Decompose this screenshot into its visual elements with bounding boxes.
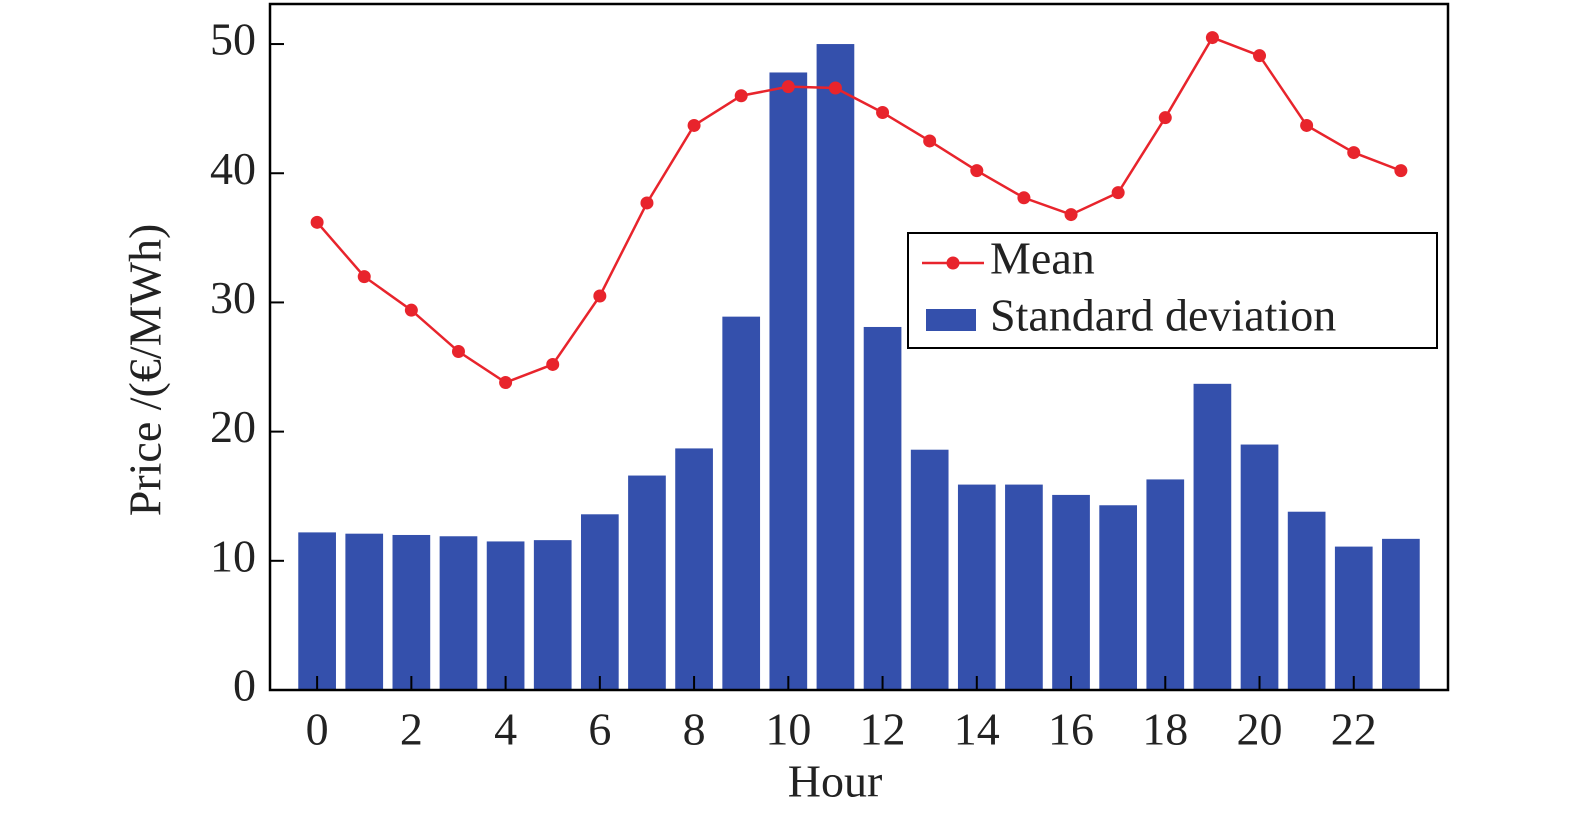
bar <box>580 514 619 690</box>
point <box>1064 208 1078 222</box>
plot-frame <box>268 2 1450 692</box>
point <box>970 164 984 178</box>
x-tick-label: 22 <box>1331 704 1377 755</box>
point <box>1017 191 1031 205</box>
bar <box>392 534 431 690</box>
y-tick-label: 40 <box>210 143 256 194</box>
bar <box>1382 538 1420 690</box>
y-tick-label: 20 <box>210 401 256 452</box>
point <box>1111 186 1125 200</box>
point <box>1253 49 1267 63</box>
bar <box>816 44 855 691</box>
y-tick-label: 10 <box>210 530 256 581</box>
point <box>734 89 748 103</box>
bar <box>1240 444 1279 690</box>
bar <box>1052 494 1090 690</box>
x-tick-label: 8 <box>683 704 706 755</box>
x-tick-label: 2 <box>400 704 423 755</box>
bar <box>298 532 336 690</box>
legend-swatch <box>926 309 976 331</box>
bar <box>722 316 761 690</box>
legend: Mean Standard deviation <box>907 232 1438 349</box>
point <box>499 376 513 390</box>
point <box>876 106 890 120</box>
x-tick-label: 0 <box>306 704 329 755</box>
x-tick-label: 6 <box>588 704 611 755</box>
bar <box>1193 383 1232 690</box>
bar <box>1334 546 1373 690</box>
point <box>404 303 418 317</box>
bar <box>345 533 384 690</box>
x-tick-label: 10 <box>765 704 811 755</box>
point <box>546 357 560 371</box>
point <box>1347 146 1361 160</box>
x-tick-label: 20 <box>1237 704 1283 755</box>
point <box>781 80 795 94</box>
x-tick-label: 18 <box>1142 704 1188 755</box>
bar <box>1146 479 1185 690</box>
bar <box>1287 511 1326 690</box>
point <box>640 196 654 210</box>
x-tick-label: 4 <box>494 704 517 755</box>
point <box>593 289 607 303</box>
y-tick-label: 50 <box>210 14 256 65</box>
legend-box <box>907 232 1438 349</box>
point <box>923 134 937 148</box>
legend-marker <box>946 256 960 270</box>
bar <box>439 536 478 690</box>
bar <box>769 72 808 690</box>
point <box>1300 118 1314 132</box>
x-axis-label: Hour <box>788 756 883 807</box>
point <box>1205 31 1219 45</box>
y-axis-label: Price /(€/MWh) <box>120 224 171 517</box>
bar <box>533 540 572 690</box>
bar <box>1005 484 1043 690</box>
point <box>310 215 324 229</box>
bar <box>1099 505 1138 690</box>
bar <box>957 484 996 690</box>
point <box>357 270 371 284</box>
point <box>1158 111 1172 125</box>
y-tick-label: 30 <box>210 272 256 323</box>
y-tick-label: 0 <box>233 660 256 711</box>
point <box>451 345 465 359</box>
point <box>828 81 842 95</box>
legend-label: Standard deviation <box>990 290 1336 341</box>
x-tick-label: 12 <box>860 704 906 755</box>
bar <box>628 475 666 690</box>
line <box>316 36 1402 384</box>
bar <box>910 449 949 690</box>
bar <box>863 326 902 690</box>
x-tick-label: 16 <box>1048 704 1094 755</box>
bar <box>486 541 525 690</box>
x-tick-label: 14 <box>954 704 1000 755</box>
legend-label: Mean <box>990 233 1095 284</box>
point <box>1394 164 1408 178</box>
point <box>687 118 701 132</box>
bar <box>675 448 713 690</box>
